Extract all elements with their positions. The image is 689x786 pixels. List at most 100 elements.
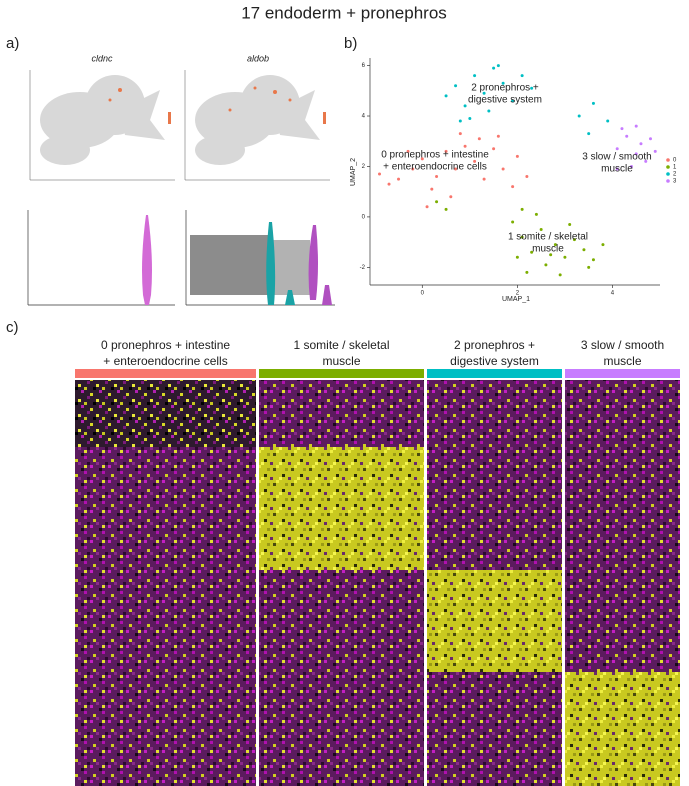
x-tick-label: 0 [421,291,425,297]
point [406,149,410,153]
point [492,66,496,70]
legend-swatch [666,172,670,176]
gene-name: cldnc [91,53,113,63]
point [501,167,505,171]
point [468,117,472,121]
x-tick-label: 4 [611,291,615,297]
point [454,84,458,88]
point [601,243,605,247]
heatmap-block [427,447,562,570]
heatmap-block [565,570,680,672]
point [615,167,619,171]
heatmap-block [259,447,424,570]
figure-title: 17 endoderm + pronephros [241,3,447,22]
point [620,127,624,131]
point [449,195,453,199]
heatmap-block [427,380,562,447]
point [492,147,496,151]
heatmap-block [75,447,256,570]
point [444,94,448,98]
column-header: digestive system [450,354,539,368]
cluster-label: 3 slow / smooth [582,152,651,163]
point [563,255,567,259]
heatmap-block [75,672,256,786]
legend-label: 2 [673,172,677,178]
panel-label: b) [344,35,357,52]
point [435,175,439,179]
y-tick-label: 6 [362,63,366,69]
column-header: muscle [322,354,360,368]
heatmap-block [565,672,680,786]
point [425,205,429,209]
panel-label: a) [6,35,19,52]
column-header: + enteroendocrine cells [103,354,227,368]
point [411,167,415,171]
point [587,132,591,136]
point [501,81,505,85]
point [648,137,652,141]
point [463,104,467,108]
point [458,132,462,136]
point [591,258,595,262]
cluster-label: muscle [601,164,633,175]
heatmap-block [427,672,562,786]
y-axis-label: UMAP_2 [350,158,357,186]
point [463,144,467,148]
point [534,212,538,216]
legend-label: 3 [673,179,677,185]
point [530,86,534,90]
cluster-bar [259,369,424,378]
gene-name: aldob [247,53,269,63]
cluster-label: digestive system [468,95,542,106]
cluster-label: muscle [532,244,564,255]
cluster-bar [427,369,562,378]
point [444,207,448,211]
point [387,182,391,186]
point [582,248,586,252]
y-tick-label: 4 [362,114,366,120]
point [591,101,595,105]
point [653,149,657,153]
point [615,147,619,151]
legend-swatch [666,179,670,183]
heatmap-block [259,380,424,447]
column-header: 0 pronephros + intestine [101,338,230,352]
point [487,109,491,113]
heatmap-block [75,570,256,672]
column-header: muscle [603,354,641,368]
point [444,149,448,153]
point [644,159,648,163]
point [553,243,557,247]
point [378,172,382,176]
legend-swatch [666,158,670,162]
heatmap-block [259,570,424,672]
x-tick-label: 2 [516,291,520,297]
point [496,64,500,68]
point [454,167,458,171]
x-axis-label: UMAP_1 [502,296,530,303]
point [577,114,581,118]
heatmap-block [565,447,680,570]
legend-label: 1 [673,165,677,171]
point [530,250,534,254]
point [549,253,553,257]
legend-swatch [666,165,670,169]
point [420,157,424,161]
point [634,124,638,128]
point [511,99,515,103]
column-header: 2 pronephros + [454,338,535,352]
point [520,207,524,211]
y-tick-label: 2 [362,164,366,170]
violin-plot [27,210,335,306]
heatmap-block [427,570,562,672]
heatmap-block [75,380,256,447]
point [482,177,486,181]
point [520,235,524,239]
point [525,175,529,179]
point [511,220,515,224]
point [634,152,638,156]
cluster-bar [75,369,256,378]
column-header: 1 somite / skeletal [293,338,389,352]
point [568,222,572,226]
